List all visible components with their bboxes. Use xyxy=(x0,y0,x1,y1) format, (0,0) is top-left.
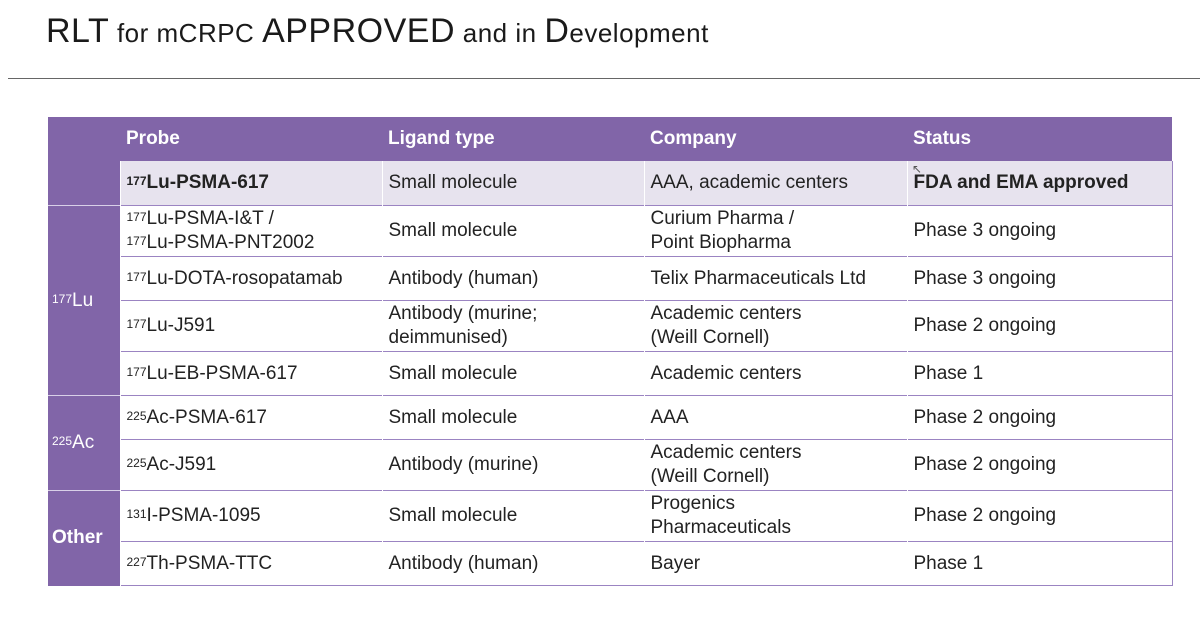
company-cell: AAA, academic centers xyxy=(644,161,908,206)
probe-name: Lu-PSMA-PNT2002 xyxy=(146,232,315,253)
ligand-cell: Small molecule xyxy=(382,490,645,542)
company-cell: Progenics Pharmaceuticals xyxy=(644,490,908,542)
probe-name: Lu-PSMA-617 xyxy=(146,172,269,193)
status-cell: Phase 3 ongoing xyxy=(907,256,1173,301)
table-header-row: Probe Ligand type Company Status xyxy=(48,117,1172,161)
isotope-superscript: 131 xyxy=(126,507,147,521)
isotope-superscript: 177 xyxy=(126,364,147,379)
company-cell: Bayer xyxy=(644,541,908,586)
isotope-superscript: 177 xyxy=(126,174,147,188)
company-line: Academic centers xyxy=(650,303,802,324)
probe-cell: 225Ac-J591 xyxy=(120,439,383,491)
status-cell: Phase 1 xyxy=(907,351,1173,396)
group-name: Lu xyxy=(72,289,94,311)
isotope-superscript: 177 xyxy=(126,269,147,284)
title-part: RLT xyxy=(46,12,110,50)
probe-cell: 177Lu-EB-PSMA-617 xyxy=(120,351,383,396)
group-label-other: Other xyxy=(48,490,121,586)
table-row: Other 131I-PSMA-1095 Small molecule Prog… xyxy=(48,490,1173,586)
probe-name: Th-PSMA-TTC xyxy=(146,552,273,574)
probe-name: Lu-DOTA-rosopatamab xyxy=(146,267,343,289)
probe-cell: 177Lu-J591 xyxy=(120,300,383,352)
ligand-cell: Antibody (murine) xyxy=(382,439,645,491)
table-row: 177Lu-PSMA-617 Small molecule AAA, acade… xyxy=(48,161,1173,206)
company-line: Pharmaceuticals xyxy=(650,517,791,538)
table-row: 225Ac-J591 Antibody (murine) Academic ce… xyxy=(48,439,1173,491)
probe-name: Lu-J591 xyxy=(146,315,216,336)
ligand-line: deimmunised) xyxy=(388,327,508,348)
status-cell: Phase 1 xyxy=(907,541,1173,586)
company-cell: Academic centers xyxy=(644,351,908,396)
group-label-lu: 177Lu xyxy=(48,205,121,396)
probe-cell: 225Ac-PSMA-617 xyxy=(120,395,383,440)
isotope-superscript: 225 xyxy=(52,434,73,448)
isotope-superscript: 227 xyxy=(126,554,147,569)
probe-name: Lu-PSMA-I&T / xyxy=(146,208,274,229)
probe-cell: 131I-PSMA-1095 xyxy=(120,490,383,542)
slide-title: RLT for mCRPC APPROVED and in Developmen… xyxy=(46,12,709,51)
group-cell-empty xyxy=(48,161,121,206)
probe-name: I-PSMA-1095 xyxy=(146,505,261,526)
probe-cell: 227Th-PSMA-TTC xyxy=(120,541,383,586)
ligand-cell: Antibody (murine; deimmunised) xyxy=(382,300,645,352)
title-part: for mCRPC xyxy=(109,18,263,48)
isotope-superscript: 177 xyxy=(126,210,147,224)
title-part: D xyxy=(544,12,570,50)
probe-name: Ac-PSMA-617 xyxy=(146,406,267,428)
status-cell: Phase 3 ongoing xyxy=(907,205,1173,257)
isotope-superscript: 225 xyxy=(126,456,147,470)
company-cell: Academic centers (Weill Cornell) xyxy=(644,300,908,352)
isotope-superscript: 225 xyxy=(126,408,147,423)
table-row: 177Lu-DOTA-rosopatamab Antibody (human) … xyxy=(48,256,1173,301)
company-cell: Academic centers (Weill Cornell) xyxy=(644,439,908,491)
ligand-cell: Small molecule xyxy=(382,205,645,257)
status-cell: Phase 2 ongoing xyxy=(907,439,1173,491)
probe-cell: 177Lu-PSMA-I&T /177Lu-PSMA-PNT2002 xyxy=(120,205,383,257)
company-cell: Telix Pharmaceuticals Ltd xyxy=(644,256,908,301)
company-line: Curium Pharma / xyxy=(650,208,795,229)
group-header-cell xyxy=(48,117,120,161)
ligand-cell: Antibody (human) xyxy=(382,541,645,586)
company-line: Academic centers xyxy=(650,442,802,463)
status-cell: Phase 2 ongoing xyxy=(907,300,1173,352)
title-part: APPROVED xyxy=(262,12,456,50)
probe-cell: 177Lu-DOTA-rosopatamab xyxy=(120,256,383,301)
table-row: 225Ac 225Ac-PSMA-617 Small molecule AAA … xyxy=(48,395,1173,491)
rlt-table: Probe Ligand type Company Status 177Lu-P… xyxy=(48,117,1173,586)
ligand-cell: Small molecule xyxy=(382,351,645,396)
title-part: evelopment xyxy=(569,18,709,48)
mouse-pointer-icon: ↖ xyxy=(912,162,923,176)
table-row: 177Lu-EB-PSMA-617 Small molecule Academi… xyxy=(48,351,1173,396)
table-row: 227Th-PSMA-TTC Antibody (human) Bayer Ph… xyxy=(48,541,1173,586)
status-cell: Phase 2 ongoing xyxy=(907,490,1173,542)
company-line: Progenics xyxy=(650,493,736,514)
probe-name: Ac-J591 xyxy=(146,454,217,475)
header-status: Status xyxy=(907,117,1172,161)
group-label-ac: 225Ac xyxy=(48,395,121,491)
isotope-superscript: 177 xyxy=(126,234,147,248)
ligand-cell: Small molecule xyxy=(382,161,645,206)
probe-cell: 177Lu-PSMA-617 xyxy=(120,161,383,206)
isotope-superscript: 177 xyxy=(52,291,73,306)
group-name: Ac xyxy=(72,432,95,453)
status-cell: FDA and EMA approved xyxy=(907,161,1173,206)
title-part: and in xyxy=(455,18,545,48)
ligand-cell: Antibody (human) xyxy=(382,256,645,301)
probe-name: Lu-EB-PSMA-617 xyxy=(146,362,298,384)
company-line: (Weill Cornell) xyxy=(650,327,770,348)
company-cell: Curium Pharma / Point Biopharma xyxy=(644,205,908,257)
company-line: (Weill Cornell) xyxy=(650,466,770,487)
company-cell: AAA xyxy=(644,395,908,440)
isotope-superscript: 177 xyxy=(126,317,147,331)
table-row: 177Lu-J591 Antibody (murine; deimmunised)… xyxy=(48,300,1173,352)
table-row: 177Lu 177Lu-PSMA-I&T /177Lu-PSMA-PNT2002… xyxy=(48,205,1173,396)
header-company: Company xyxy=(644,117,907,161)
status-cell: Phase 2 ongoing xyxy=(907,395,1173,440)
title-divider xyxy=(8,78,1200,79)
company-line: Point Biopharma xyxy=(650,232,791,253)
ligand-cell: Small molecule xyxy=(382,395,645,440)
ligand-line: Antibody (murine; xyxy=(388,303,538,324)
header-ligand-type: Ligand type xyxy=(382,117,644,161)
header-probe: Probe xyxy=(120,117,382,161)
